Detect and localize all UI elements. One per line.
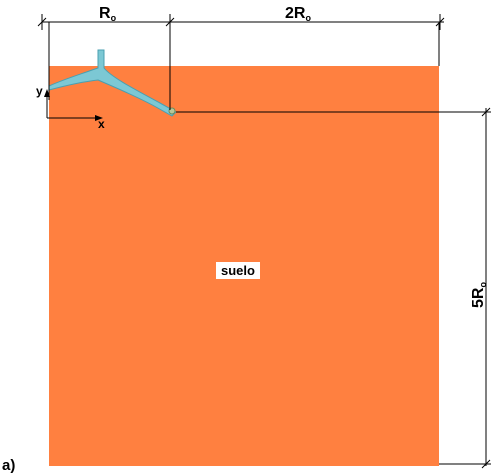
right-dimension-line	[176, 107, 491, 469]
soil-label: suelo	[221, 263, 255, 278]
dimension-label-r0: Ro	[99, 5, 117, 23]
coordinate-axes	[44, 89, 103, 121]
top-dimension-line	[37, 14, 445, 110]
panel-label: a)	[2, 457, 15, 473]
soil-label-background	[216, 262, 260, 279]
dimension-label-5r0: 5Ro	[470, 282, 488, 308]
axis-label-y: y	[36, 84, 43, 98]
dimension-label-2r0: 2Ro	[285, 5, 311, 23]
axis-label-x: x	[98, 117, 105, 131]
